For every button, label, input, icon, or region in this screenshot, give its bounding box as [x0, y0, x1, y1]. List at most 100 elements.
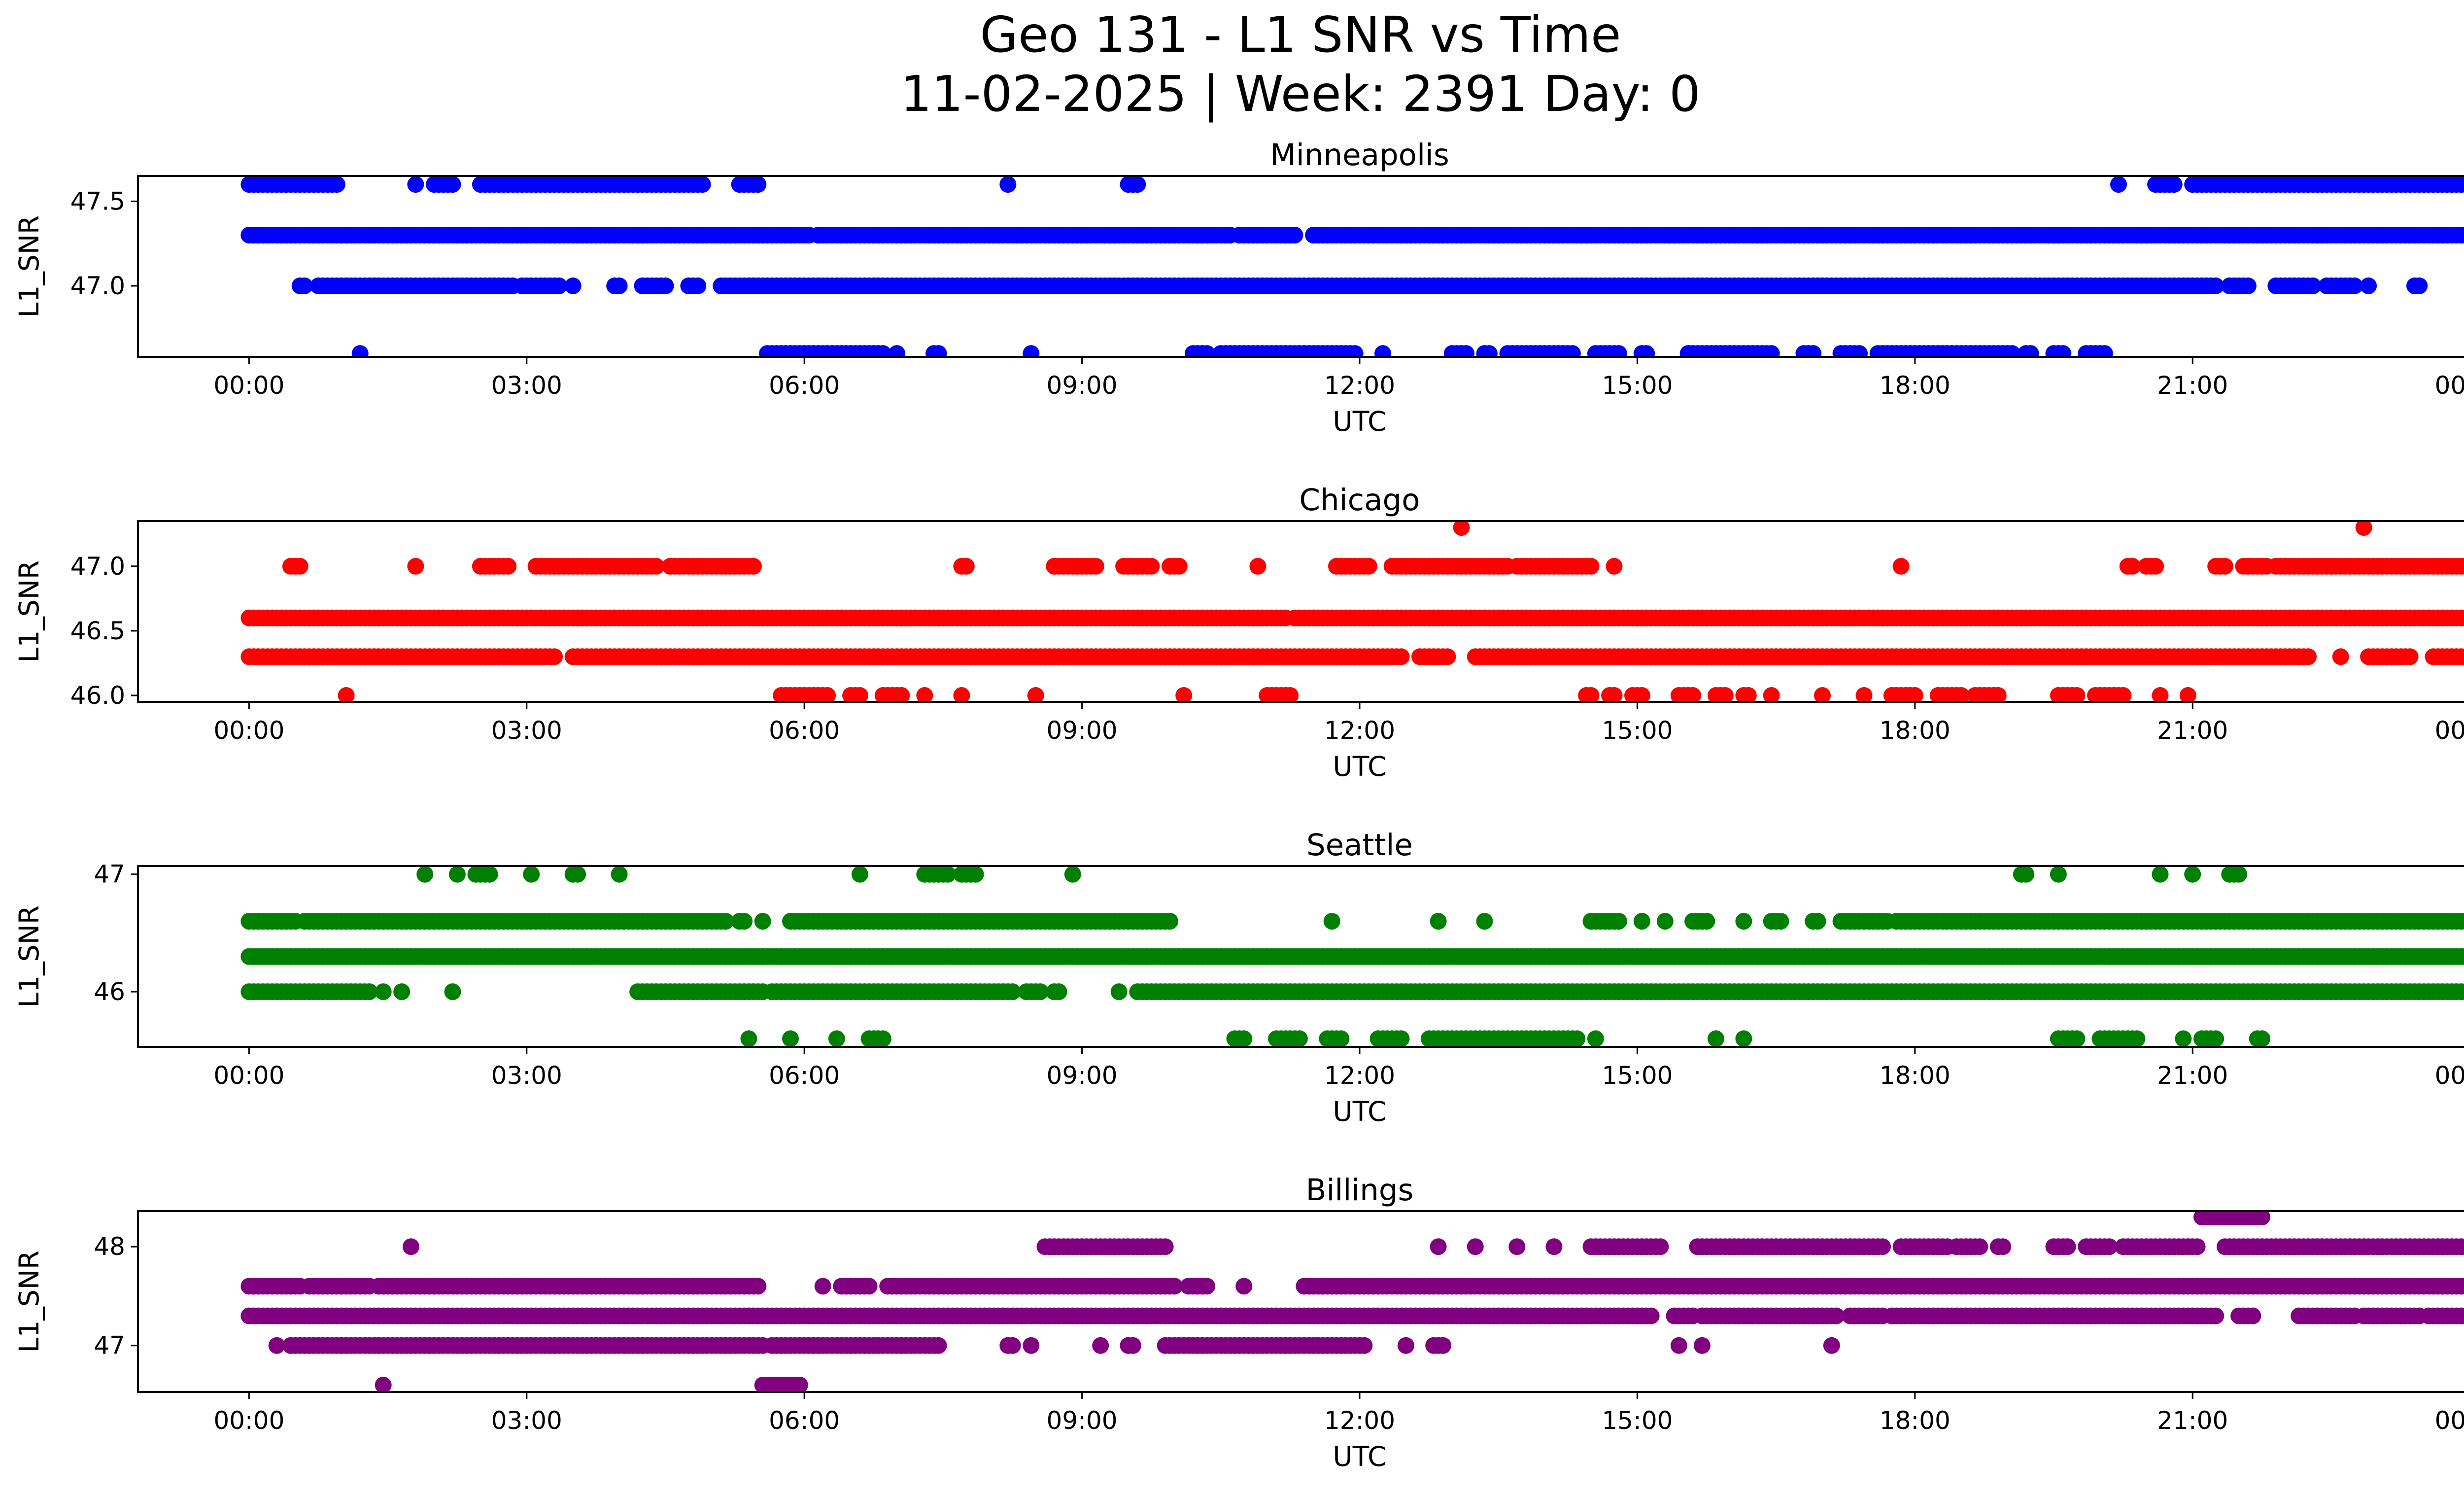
- data-point: [750, 1278, 767, 1295]
- data-point: [2254, 1211, 2271, 1225]
- data-point: [2207, 277, 2224, 294]
- data-point: [1476, 913, 1493, 930]
- x-tick-label: 00:00: [213, 716, 284, 745]
- data-point: [736, 913, 753, 930]
- y-tick-label: 46.0: [70, 681, 125, 710]
- data-point: [375, 983, 392, 1000]
- data-point: [1805, 345, 1822, 357]
- data-point: [611, 277, 628, 294]
- data-point: [851, 866, 868, 883]
- data-point: [967, 866, 984, 883]
- data-point: [1763, 687, 1780, 702]
- data-point: [444, 176, 461, 193]
- data-point: [1157, 1238, 1174, 1255]
- data-point: [819, 687, 836, 702]
- data-point: [1027, 687, 1044, 702]
- data-point: [2147, 557, 2164, 575]
- data-point: [828, 1030, 845, 1047]
- data-point: [1582, 687, 1600, 702]
- panel-title: Billings: [1306, 1173, 1414, 1208]
- scatter-points: [240, 521, 2464, 702]
- data-point: [1569, 1030, 1586, 1047]
- data-point: [550, 277, 568, 294]
- data-point: [407, 176, 424, 193]
- data-point: [338, 687, 355, 702]
- data-point: [689, 277, 707, 294]
- data-point: [296, 277, 313, 294]
- data-point: [2050, 866, 2067, 883]
- data-point: [2462, 1241, 2464, 1252]
- data-point: [2022, 345, 2039, 357]
- x-tick-label: 06:00: [769, 716, 840, 745]
- data-point: [1050, 983, 1067, 1000]
- data-point: [1564, 345, 1581, 357]
- data-point: [1989, 687, 2007, 702]
- data-point: [717, 913, 734, 930]
- data-point: [1235, 1030, 1253, 1047]
- x-tick-label: 12:00: [1324, 1061, 1395, 1090]
- data-point: [2462, 178, 2464, 190]
- data-point: [1638, 345, 1655, 357]
- data-point: [1587, 1030, 1604, 1047]
- data-point: [874, 1030, 891, 1047]
- data-point: [523, 866, 540, 883]
- data-point: [782, 1030, 799, 1047]
- data-point: [2179, 687, 2196, 702]
- data-point: [2462, 986, 2464, 998]
- x-tick-label: 06:00: [769, 1061, 840, 1090]
- data-point: [1346, 345, 1364, 357]
- data-point: [2462, 1310, 2464, 1322]
- data-point: [745, 557, 762, 575]
- data-point: [416, 866, 434, 883]
- x-tick-label: 00:00: [213, 371, 284, 400]
- data-point: [2457, 176, 2464, 193]
- x-tick-label: 00:00: [2435, 371, 2464, 400]
- data-point: [2175, 1030, 2192, 1047]
- data-point: [2411, 277, 2428, 294]
- data-point: [1508, 1238, 1526, 1255]
- data-point: [1735, 1030, 1752, 1047]
- data-point: [611, 866, 628, 883]
- data-point: [2230, 866, 2248, 883]
- data-point: [328, 176, 345, 193]
- data-point: [2457, 913, 2464, 930]
- data-point: [1606, 557, 1623, 575]
- data-point: [1708, 1030, 1724, 1047]
- data-point: [2110, 176, 2127, 193]
- data-point: [889, 345, 905, 357]
- data-point: [1971, 1238, 1988, 1255]
- data-point: [2462, 915, 2464, 927]
- x-tick-label: 03:00: [491, 716, 562, 745]
- data-point: [874, 345, 891, 357]
- data-point: [291, 557, 308, 575]
- scatter-points: [240, 866, 2464, 1047]
- data-point: [1198, 345, 1216, 357]
- data-point: [1851, 345, 1868, 357]
- x-tick-label: 09:00: [1047, 371, 1118, 400]
- y-tick-label: 47.5: [70, 187, 125, 215]
- y-tick-label: 46.5: [70, 617, 125, 645]
- data-point: [1652, 1238, 1669, 1255]
- data-point: [2462, 612, 2464, 624]
- x-tick-label: 06:00: [769, 371, 840, 400]
- data-point: [444, 983, 461, 1000]
- data-point: [2101, 1238, 2118, 1255]
- data-point: [268, 1337, 285, 1354]
- data-point: [1286, 227, 1303, 243]
- y-tick-label: 46: [94, 977, 125, 1006]
- data-point: [1855, 687, 1873, 702]
- data-point: [2300, 648, 2317, 665]
- panel-title: Minneapolis: [1270, 138, 1449, 173]
- data-point: [1582, 557, 1600, 575]
- data-point: [481, 866, 498, 883]
- data-point: [1545, 1238, 1563, 1255]
- data-point: [2152, 687, 2169, 702]
- data-point: [2128, 1030, 2146, 1047]
- panel-title: Seattle: [1306, 828, 1413, 863]
- chart-subtitle: 11-02-2025 | Week: 2391 Day: 0: [900, 65, 1700, 123]
- data-point: [1716, 687, 1734, 702]
- data-point: [500, 557, 517, 575]
- data-point: [2457, 558, 2464, 575]
